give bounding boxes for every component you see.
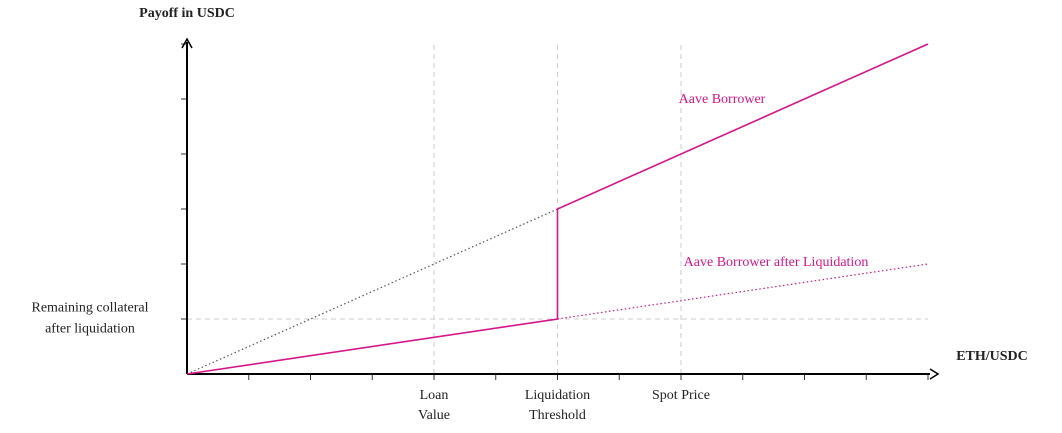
x-tick-label: Spot Price bbox=[652, 388, 710, 403]
y-tick-label: Remaining collateral bbox=[31, 301, 148, 316]
series-annotation: Aave Borrower bbox=[679, 92, 766, 107]
y-tick-label: after liquidation bbox=[45, 322, 135, 337]
series-line bbox=[557, 263, 929, 320]
x-tick-label: Threshold bbox=[529, 408, 586, 423]
series-line bbox=[186, 43, 929, 375]
series-annotation: Aave Borrower after Liquidation bbox=[684, 255, 869, 270]
y-axis-arrow bbox=[181, 37, 193, 49]
x-tick-label: Loan bbox=[420, 388, 449, 403]
y-axis-label: Payoff in USDC bbox=[139, 6, 235, 21]
x-axis-arrow bbox=[929, 368, 940, 380]
x-tick-label: Value bbox=[418, 408, 450, 423]
x-axis-label: ETH/USDC bbox=[956, 349, 1028, 364]
x-tick-label: Liquidation bbox=[525, 388, 590, 403]
